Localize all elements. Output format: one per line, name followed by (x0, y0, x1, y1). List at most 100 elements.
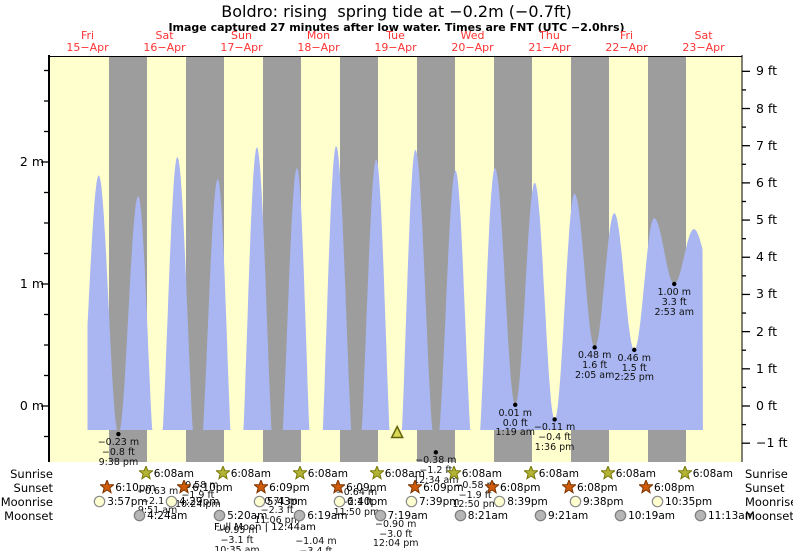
tide-annotation-line: 0.48 m (577, 350, 612, 362)
moon-phase-note: Full Moon | 12:44am (214, 522, 316, 533)
tide-annotation-line: 11:06 pm (254, 515, 300, 527)
moonset-time: 4:24am (147, 510, 188, 522)
page-title: Boldro: rising spring tide at −0.2m (−0.… (221, 2, 572, 21)
sunset-star-icon (407, 478, 424, 498)
day-label-name: Thu (539, 29, 560, 42)
right-axis-label: 7 ft (756, 137, 778, 153)
day-label-name: Fri (80, 29, 95, 42)
moonset-entry: 7:19am (374, 508, 428, 524)
tide-extremum-dot (552, 417, 557, 422)
moonrise-entry: 8:39pm (493, 494, 548, 510)
day-label-date: 21−Apr (528, 41, 571, 54)
row-label-moonrise-left: Moonrise (0, 495, 53, 509)
row-label-moonrise-right: Moonrise (745, 495, 793, 509)
right-axis-label: 1 ft (756, 360, 778, 376)
sunset-time: 6:10pm (192, 482, 233, 494)
day-label-date: 22−Apr (605, 41, 648, 54)
day-label-date: 23−Apr (682, 41, 725, 54)
day-label-name: Sat (155, 29, 174, 42)
sunrise-time: 6:08am (384, 468, 425, 480)
tide-annotation-line: −0.90 m (375, 518, 417, 530)
moonrise-moon-icon (333, 493, 346, 512)
sunrise-time: 6:08am (538, 468, 579, 480)
sunrise-time: 6:08am (615, 468, 656, 480)
moonrise-time: 10:35pm (665, 496, 713, 508)
sunset-time: 6:09pm (346, 482, 387, 494)
tide-annotation-line: −3.0 ft (379, 528, 413, 540)
moonrise-entry: 7:39pm (405, 494, 459, 510)
moonrise-moon-icon (651, 493, 664, 512)
sunset-star-icon (637, 478, 655, 498)
right-axis-label: 0 ft (756, 398, 778, 413)
moonset-entry: 11:13am (694, 508, 755, 524)
moonrise-time: 7:39pm (419, 496, 460, 508)
tide-annotation-line: −1.9 ft (458, 489, 492, 501)
sunset-star-icon (560, 478, 578, 498)
tide-annotation-line: −0.64 m (335, 487, 378, 499)
moonrise-entry: 3:57pm (93, 493, 148, 512)
day-label-date: 20−Apr (451, 41, 494, 54)
moonrise-moon-icon (253, 493, 266, 512)
sunset-entry: 6:10pm (99, 478, 156, 496)
right-axis-label: 3 ft (756, 286, 778, 302)
moonset-moon-icon (374, 507, 387, 526)
day-label-date: 19−Apr (374, 41, 417, 54)
moonrise-moon-icon (165, 493, 178, 512)
tide-annotation-line: 10:35 am (214, 544, 260, 551)
sunrise-star-icon (214, 464, 231, 484)
tide-annotation-line: −0.71 m (256, 495, 298, 507)
moonrise-moon-icon (93, 493, 106, 512)
left-axis-label: 2 m (19, 154, 44, 169)
day-label-date: 17−Apr (220, 41, 263, 54)
moonrise-entry: 10:35pm (651, 494, 712, 510)
moonrise-time: 4:29pm (179, 496, 220, 508)
tide-annotation-line: −0.58 m (177, 479, 219, 491)
row-label-moonset-left: Moonset (4, 509, 53, 523)
right-axis-label: −1 ft (756, 435, 788, 451)
tide-annotation-line: 12:50 pm (452, 499, 498, 511)
row-label-sunrise-right: Sunrise (745, 467, 788, 481)
sunset-entry: 6:08pm (637, 478, 694, 498)
day-label-date: 18−Apr (297, 41, 340, 54)
tide-extremum-dot (672, 281, 677, 287)
tide-annotation-line: 10:24 pm (175, 499, 221, 511)
tide-annotation-line: −0.8 ft (101, 446, 135, 458)
sunrise-entry: 6:08am (214, 464, 271, 484)
tide-annotation-line: 2:25 pm (614, 372, 655, 384)
sunrise-star-icon (599, 464, 616, 484)
tide-annotation-line: 1.00 m (657, 287, 691, 298)
sunrise-star-icon (291, 464, 308, 484)
tide-annotation-line: −0.38 m (415, 455, 457, 467)
sunset-time: 6:09pm (269, 482, 310, 494)
sunset-entry: 6:09pm (407, 478, 464, 498)
tide-annotation-line: 2:05 am (574, 370, 615, 382)
moonset-entry: 4:24am (133, 508, 187, 524)
moonset-moon-icon (133, 507, 146, 526)
day-label-name: Sun (231, 29, 252, 42)
moonset-time: 6:19am (307, 510, 348, 522)
sunrise-entry: 6:08am (445, 464, 502, 482)
sunset-entry: 6:09pm (253, 478, 310, 498)
sunset-star-icon (253, 478, 270, 498)
moonset-moon-icon (694, 507, 707, 526)
day-label-name: Wed (460, 29, 485, 42)
sunset-star-icon (176, 478, 193, 498)
sunrise-entry: 6:08am (599, 464, 656, 484)
sunrise-entry: 6:08am (522, 464, 579, 482)
tide-annotation-line: 1.6 ft (582, 360, 608, 372)
sunset-star-icon (483, 478, 501, 498)
sunrise-time: 6:08am (230, 468, 271, 480)
tide-annotation-line: −1.2 ft (419, 465, 453, 477)
sunset-star-icon (330, 478, 347, 498)
moonrise-time: 8:39pm (507, 496, 548, 508)
sunset-entry: 6:10pm (176, 478, 233, 498)
moonset-time: 11:13am (708, 510, 755, 522)
moonset-moon-icon (534, 507, 547, 526)
day-label-name: Sat (694, 29, 713, 42)
sunrise-star-icon (137, 464, 154, 484)
tide-annotation-line: 0.0 ft (502, 417, 528, 429)
sunrise-time: 6:08am (461, 468, 502, 480)
chart-subtitle: Image captured 27 minutes after low wate… (168, 21, 625, 34)
sunset-entry: 6:08pm (483, 478, 540, 498)
